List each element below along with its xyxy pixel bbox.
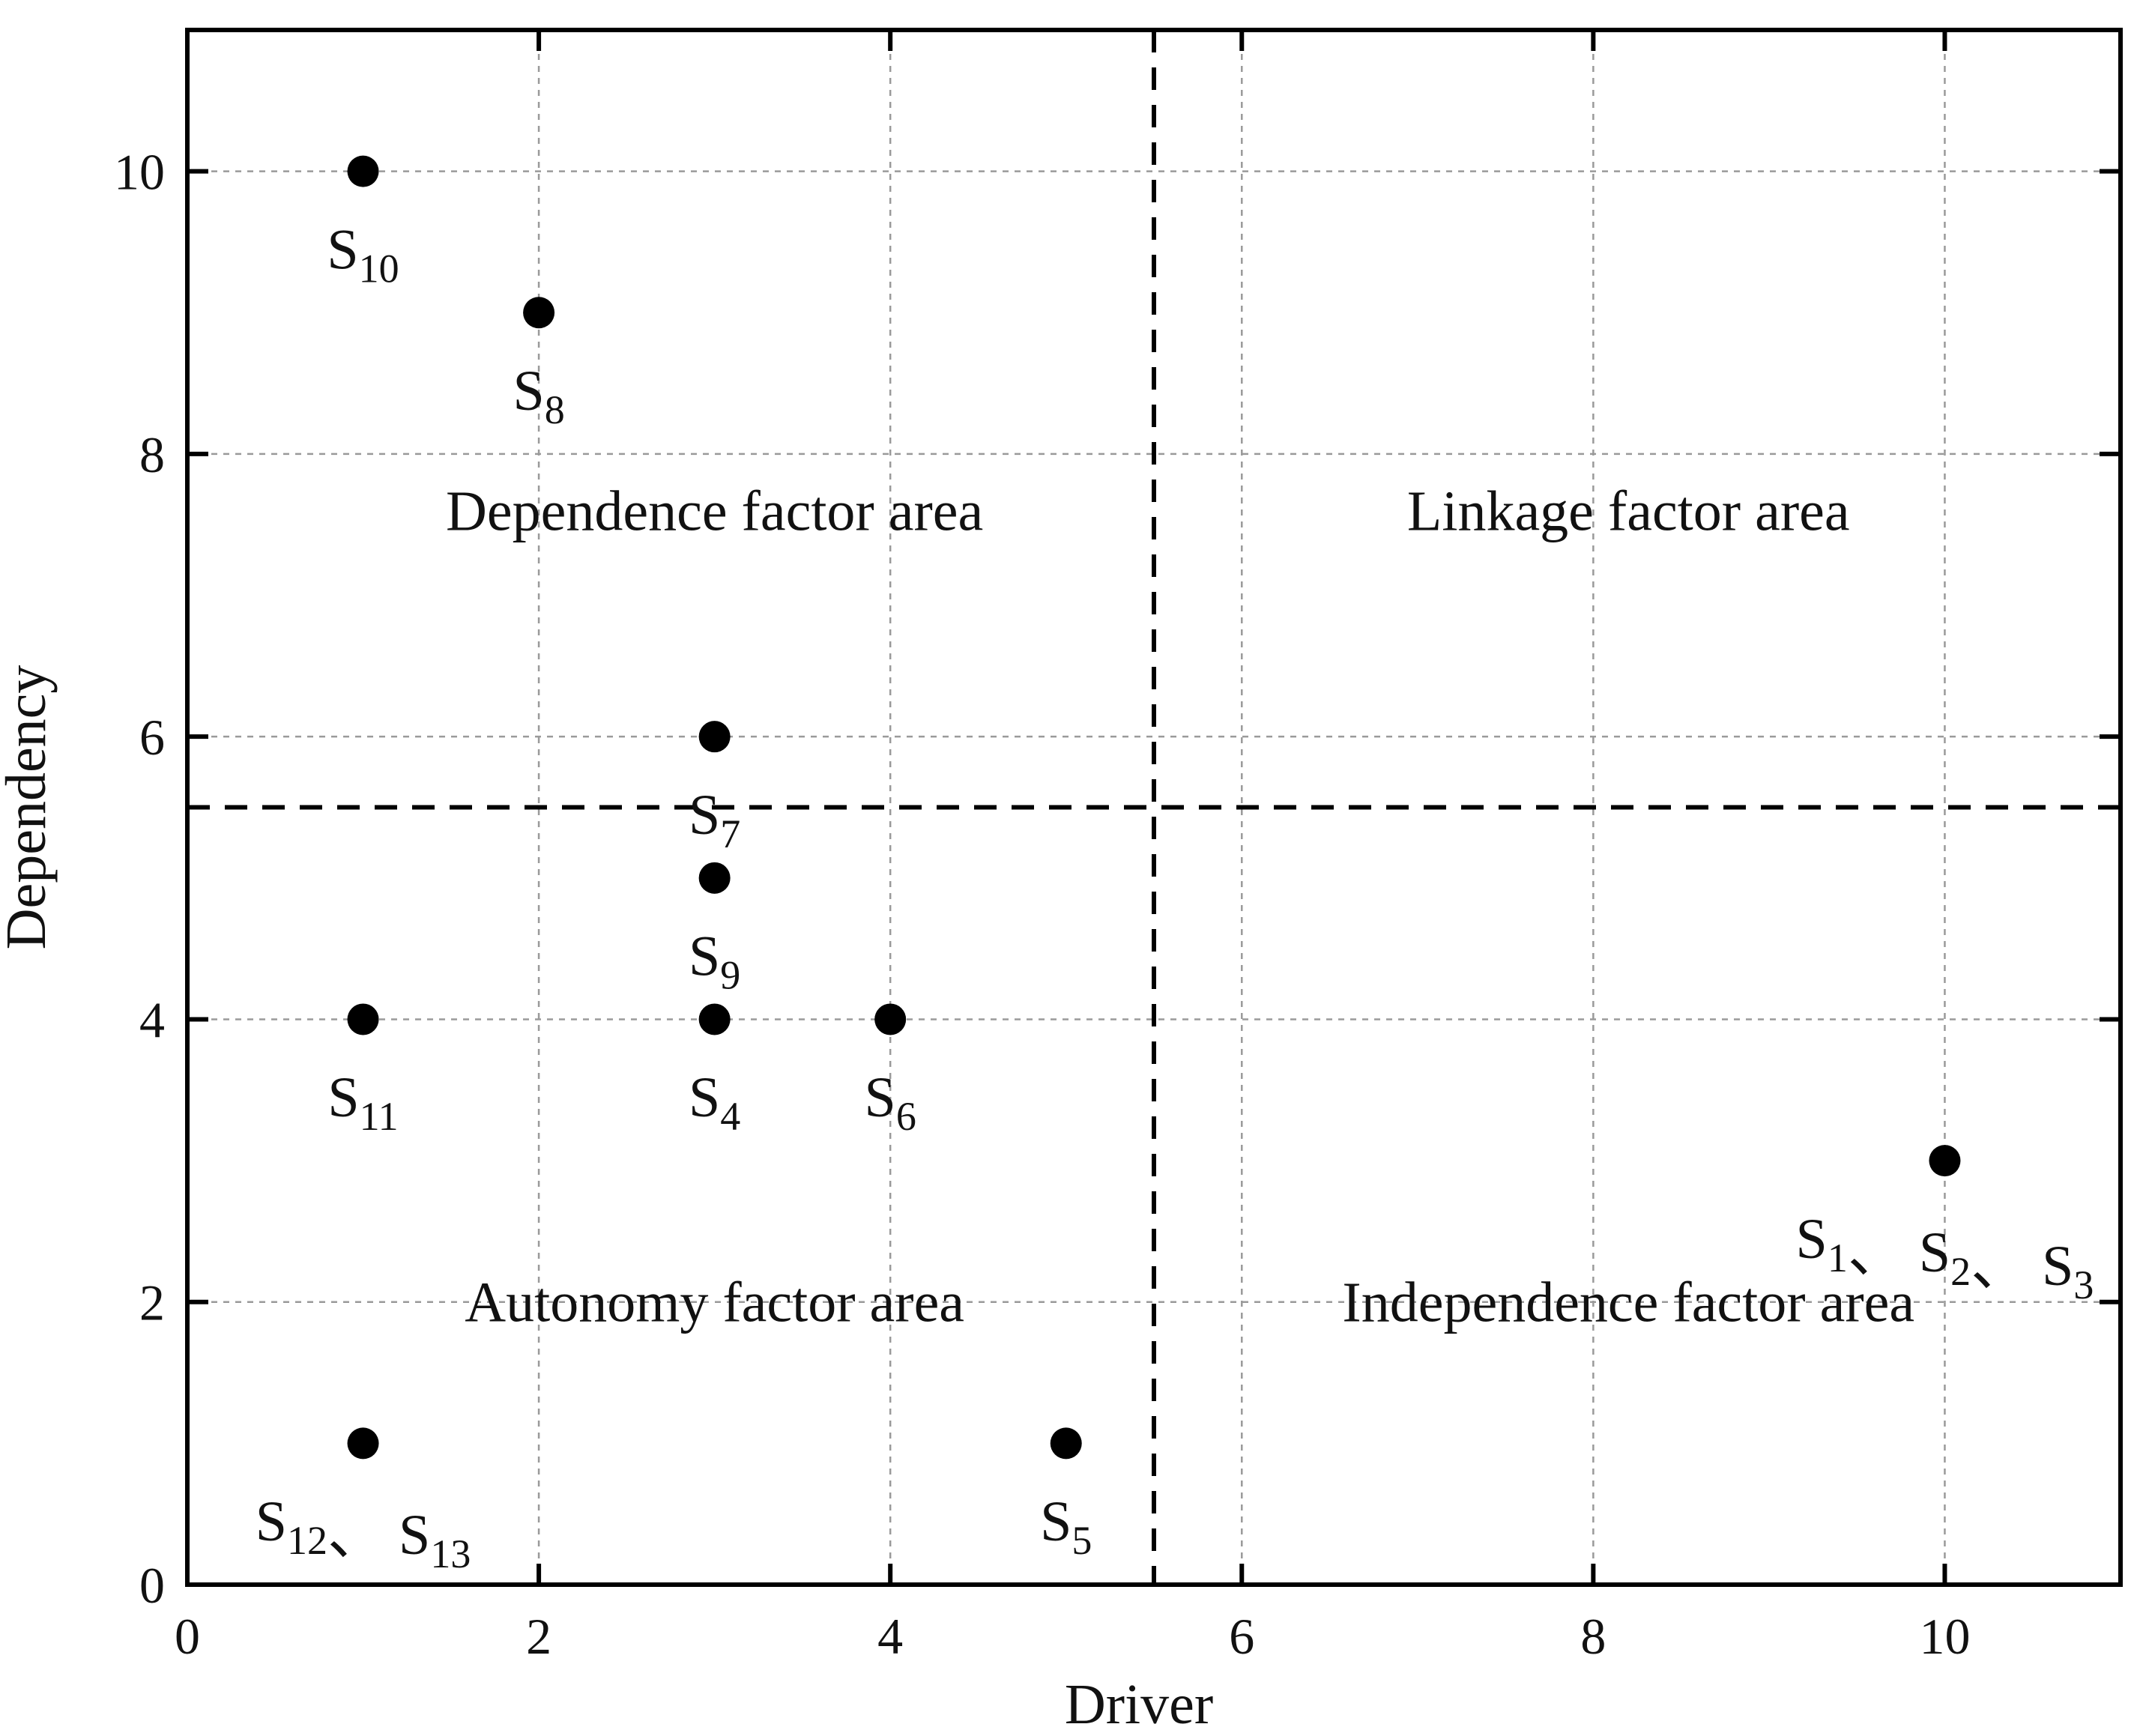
- y-axis-title: Dependency: [0, 665, 58, 950]
- data-point-4: [347, 1003, 379, 1035]
- point-label-5: S4: [689, 1066, 740, 1139]
- x-tick-label-6: 6: [1229, 1608, 1254, 1665]
- grid-layer: [187, 30, 2121, 1585]
- tick-layer: [185, 30, 2121, 1587]
- point-label-1: S8: [513, 360, 564, 432]
- x-tick-label-8: 8: [1580, 1608, 1606, 1665]
- threshold-layer: [187, 30, 2121, 1585]
- y-tick-label-0: 0: [139, 1557, 165, 1614]
- point-layer: [347, 155, 1961, 1460]
- point-label-3: S9: [689, 925, 740, 998]
- y-tick-label-8: 8: [139, 426, 165, 483]
- region-label-0: Dependence factor area: [446, 480, 983, 542]
- point-label-8: S12、 S13: [256, 1490, 471, 1576]
- data-point-6: [874, 1003, 907, 1035]
- x-axis-title: Driver: [1065, 1673, 1213, 1736]
- data-point-9: [1050, 1427, 1082, 1460]
- y-tick-label-4: 4: [139, 991, 165, 1048]
- y-tick-label-6: 6: [139, 709, 165, 766]
- point-label-layer: S10 S8 S7 S9 S11 S4 S6 S1、 S2、 S3 S12、 S13 S5: [256, 218, 2094, 1576]
- x-tick-label-4: 4: [877, 1608, 903, 1665]
- region-label-layer: Dependence factor area Linkage factor are…: [446, 480, 1914, 1334]
- data-point-8: [347, 1427, 379, 1460]
- point-label-6: S6: [865, 1066, 916, 1139]
- y-tick-label-10: 10: [114, 144, 165, 201]
- point-label-9: S5: [1040, 1490, 1092, 1563]
- point-label-7: S1、 S2、 S3: [1796, 1208, 2094, 1307]
- region-label-1: Linkage factor area: [1407, 480, 1850, 542]
- tick-label-layer: 0 2 4 6 8 10 0 2 4 6 8 10: [114, 144, 1970, 1665]
- point-label-4: S11: [327, 1066, 398, 1139]
- point-label-2: S7: [689, 784, 740, 856]
- data-point-1: [523, 297, 555, 329]
- data-point-7: [1929, 1145, 1961, 1177]
- data-point-2: [698, 721, 731, 753]
- region-label-3: Independence factor area: [1342, 1271, 1914, 1334]
- data-point-3: [698, 862, 731, 894]
- x-tick-label-10: 10: [1919, 1608, 1970, 1665]
- plot-frame: [185, 28, 2123, 1587]
- data-point-0: [347, 155, 379, 187]
- data-point-5: [698, 1003, 731, 1035]
- x-tick-label-2: 2: [526, 1608, 551, 1665]
- region-label-2: Autonomy factor area: [465, 1271, 964, 1334]
- y-tick-label-2: 2: [139, 1274, 165, 1331]
- point-label-0: S10: [327, 218, 399, 291]
- x-tick-label-0: 0: [175, 1608, 200, 1665]
